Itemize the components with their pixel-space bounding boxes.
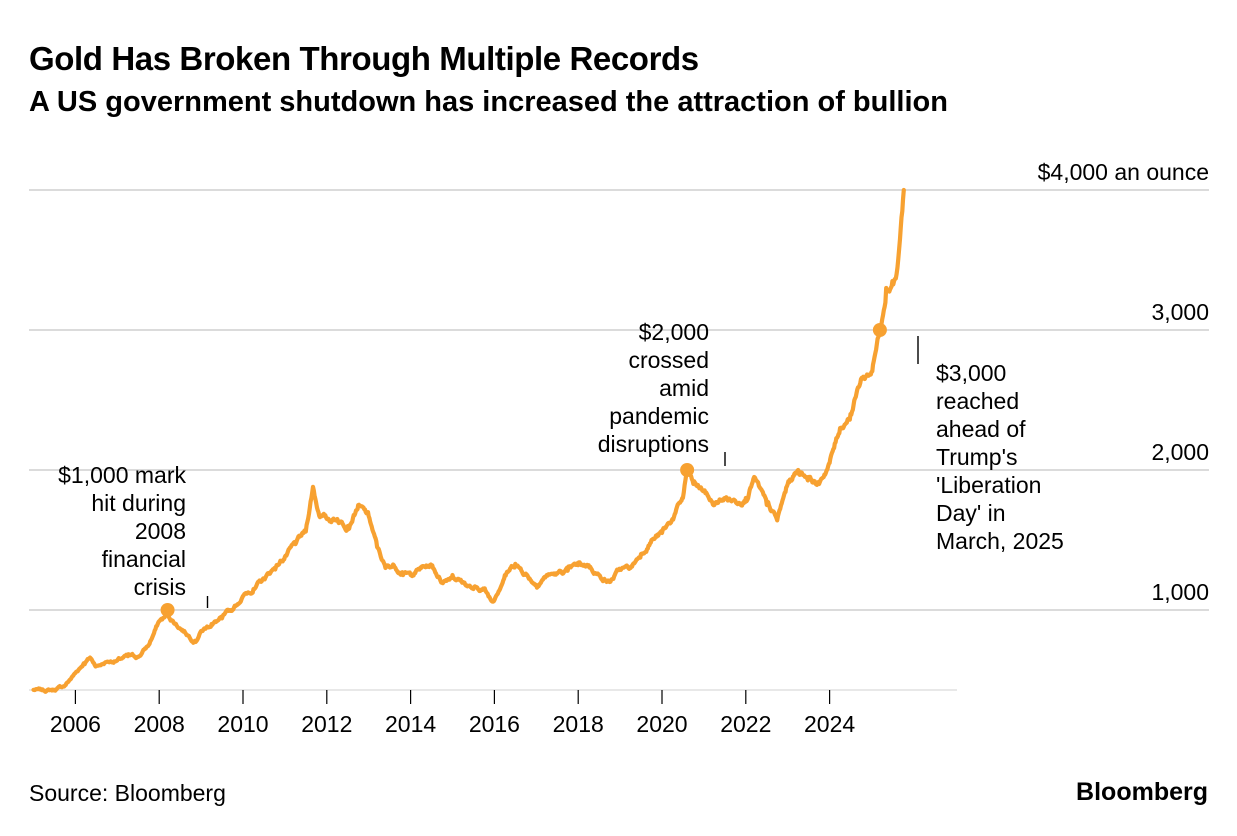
x-tick-label: 2012 <box>301 711 352 737</box>
x-tick-label: 2010 <box>217 711 268 737</box>
annotation-text: reached <box>936 388 1019 414</box>
annotation-text: 'Liberation <box>936 472 1041 498</box>
y-axis-labels: $4,000 an ounce 3,000 2,000 1,000 <box>1038 159 1209 605</box>
x-tick-label: 2008 <box>134 711 185 737</box>
annotation-marker <box>872 323 887 337</box>
annotation-text: pandemic <box>609 403 709 429</box>
y-tick-label: $4,000 an ounce <box>1038 159 1209 185</box>
x-tick-label: 2014 <box>385 711 436 737</box>
annotation-text: financial <box>102 546 186 572</box>
annotation-text: March, 2025 <box>936 528 1064 554</box>
x-tick-label: 2024 <box>804 711 855 737</box>
annotation-text: ahead of <box>936 416 1026 442</box>
annotation-marker <box>160 603 175 617</box>
annotation-text: hit during <box>91 490 186 516</box>
chart-subtitle: A US government shutdown has increased t… <box>29 86 948 118</box>
x-tick-label: 2006 <box>50 711 101 737</box>
x-axis: 2006 2008 2010 2012 2014 2016 2018 2020 2022 2024 <box>29 689 957 737</box>
annotation-marker <box>680 463 695 477</box>
x-tick-label: 2016 <box>469 711 520 737</box>
y-tick-label: 2,000 <box>1151 439 1209 465</box>
y-tick-label: 3,000 <box>1151 299 1209 325</box>
annotation-text: crossed <box>628 347 709 373</box>
annotation-text: Day' in <box>936 500 1006 526</box>
series-layer <box>31 187 906 694</box>
x-tick-label: 2018 <box>553 711 604 737</box>
x-tick-label: 2020 <box>636 711 687 737</box>
annotation-text: disruptions <box>598 431 709 457</box>
chart-title: Gold Has Broken Through Multiple Records <box>29 40 699 77</box>
annotation-text: $2,000 <box>639 319 709 345</box>
brand-logo: Bloomberg <box>1076 778 1208 806</box>
source-note: Source: Bloomberg <box>29 780 226 806</box>
annotation-text: amid <box>659 375 709 401</box>
annotation-text: $1,000 mark <box>58 462 186 488</box>
x-tick-label: 2022 <box>720 711 771 737</box>
annotation-text: Trump's <box>936 444 1018 470</box>
annotation-text: $3,000 <box>936 360 1006 386</box>
y-tick-label: 1,000 <box>1151 579 1209 605</box>
gold-price-line <box>31 187 906 694</box>
annotation-text: crisis <box>134 574 186 600</box>
annotation-text: 2008 <box>135 518 186 544</box>
